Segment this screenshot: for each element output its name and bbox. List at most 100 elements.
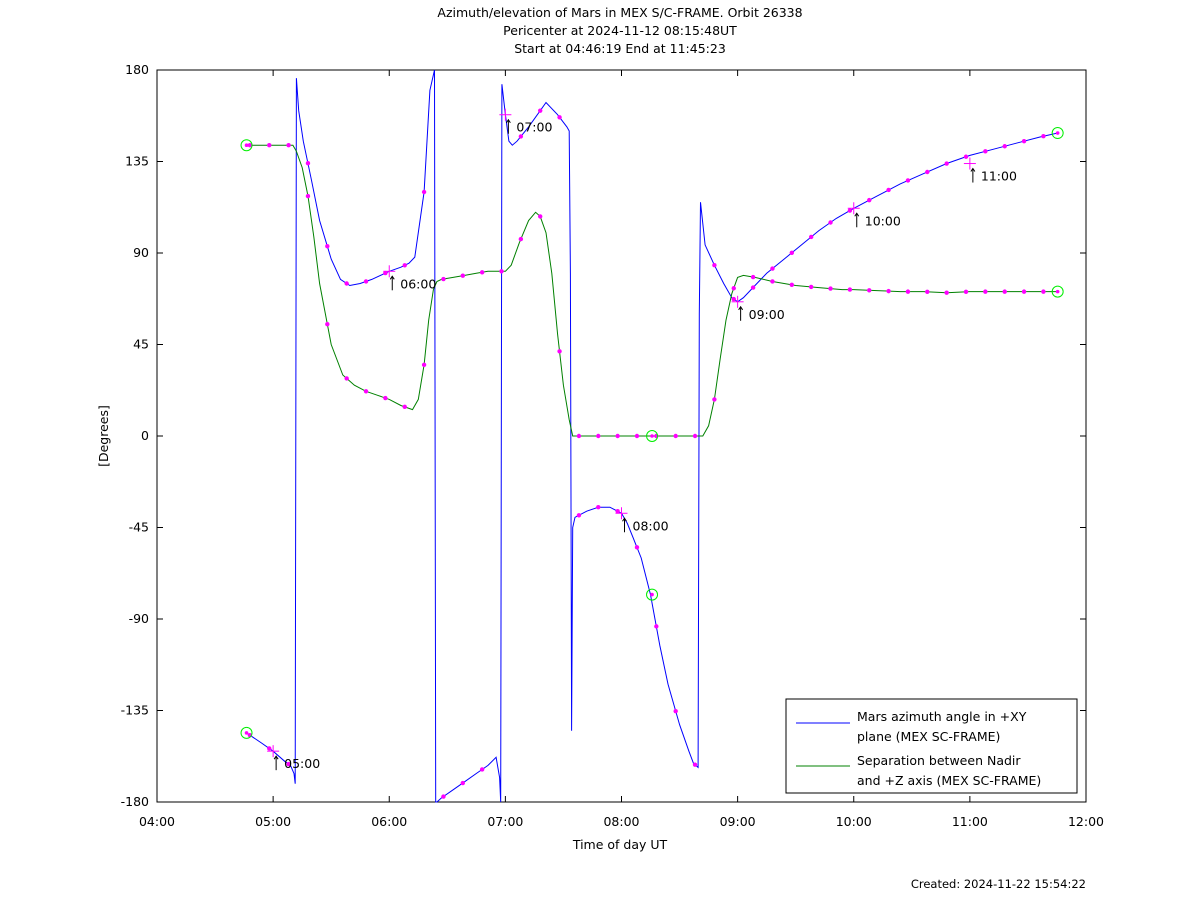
- data-marker-separation: [905, 289, 911, 294]
- y-tick-label: -180: [121, 794, 149, 809]
- chart-title: Azimuth/elevation of Mars in MEX S/C-FRA…: [437, 5, 803, 20]
- data-marker-separation: [615, 433, 620, 439]
- y-tick-label: 0: [141, 428, 149, 443]
- data-marker-azimuth: [615, 509, 620, 514]
- endpoint-dot-azimuth: [650, 592, 654, 597]
- data-marker-separation: [538, 214, 543, 219]
- data-marker-azimuth: [944, 161, 949, 166]
- data-marker-separation: [363, 389, 369, 394]
- data-marker-azimuth: [267, 746, 272, 751]
- y-tick-label: -45: [129, 520, 149, 535]
- x-tick-label: 06:00: [371, 814, 407, 829]
- legend: Mars azimuth angle in +XY plane (MEX SC-…: [785, 698, 1078, 794]
- data-marker-azimuth: [344, 281, 349, 286]
- data-marker-azimuth: [847, 208, 853, 213]
- data-marker-separation: [867, 288, 872, 293]
- endpoint-marker-separation: [1051, 285, 1064, 298]
- legend-label-separation-2: and +Z axis (MEX SC-FRAME): [857, 773, 1041, 788]
- series-line-separation: [246, 144, 1058, 437]
- data-marker-azimuth: [576, 513, 582, 518]
- endpoint-marker-separation: [240, 139, 253, 152]
- data-marker-azimuth: [363, 279, 369, 284]
- x-tick-label: 12:00: [1068, 814, 1104, 829]
- data-marker-separation: [789, 282, 795, 288]
- data-marker-azimuth: [692, 762, 698, 767]
- x-tick-label: 05:00: [255, 814, 291, 829]
- data-marker-azimuth: [596, 504, 601, 510]
- data-marker-separation: [808, 284, 814, 290]
- hour-label: 07:00: [516, 120, 552, 135]
- hour-arrow-head: [970, 167, 976, 172]
- hour-label: 10:00: [865, 213, 901, 228]
- y-tick-label: 135: [125, 154, 149, 169]
- time-labels: 05:00 06:00 07:00 08:00 09:00 10:00 11:00: [267, 108, 1017, 771]
- created-timestamp: Created: 2024-11-22 15:54:22: [910, 877, 1086, 891]
- data-marker-separation: [770, 279, 775, 284]
- y-axis-label: [Degrees]: [96, 405, 111, 467]
- data-marker-azimuth: [402, 263, 407, 268]
- data-marker-azimuth: [925, 169, 930, 175]
- data-marker-separation: [402, 404, 407, 410]
- x-tick-label: 10:00: [836, 814, 872, 829]
- x-tick-label: 11:00: [952, 814, 988, 829]
- x-axis-label: Time of day UT: [572, 837, 668, 852]
- endpoint-dot-separation: [1055, 289, 1060, 294]
- endpoint-marker-azimuth: [1051, 127, 1064, 140]
- endpoint-dot-azimuth: [244, 731, 249, 735]
- data-marker-separation: [944, 290, 949, 295]
- data-marker-separation: [460, 273, 465, 278]
- data-marker-azimuth: [808, 234, 814, 240]
- data-marker-separation: [479, 270, 485, 275]
- x-tick-label: 07:00: [487, 814, 523, 829]
- data-marker-azimuth: [963, 154, 969, 159]
- series-lines: [246, 69, 1058, 803]
- data-marker-separation: [828, 286, 833, 291]
- legend-label-separation-1: Separation between Nadir: [857, 753, 1021, 768]
- data-marker-separation: [731, 286, 736, 291]
- data-marker-separation: [983, 289, 988, 294]
- y-tick-label: -135: [121, 703, 149, 718]
- hour-label: 05:00: [284, 756, 320, 771]
- endpoint-dot-azimuth: [1055, 131, 1060, 135]
- legend-label-azimuth-1: Mars azimuth angle in +XY: [857, 709, 1027, 724]
- data-marker-separation: [925, 289, 930, 295]
- data-marker-azimuth: [1002, 144, 1007, 149]
- hour-arrow-head: [273, 755, 279, 760]
- data-marker-azimuth: [1021, 138, 1027, 144]
- data-marker-separation: [305, 193, 311, 199]
- series-line-azimuth: [246, 69, 1058, 803]
- y-tick-label: 90: [133, 245, 149, 260]
- data-marker-azimuth: [886, 187, 891, 193]
- data-marker-separation: [557, 349, 562, 354]
- data-marker-separation: [1041, 289, 1046, 294]
- hour-arrow-head: [622, 517, 627, 522]
- data-marker-separation: [712, 397, 717, 402]
- start-end-line: Start at 04:46:19 End at 11:45:23: [514, 41, 726, 56]
- hour-label: 11:00: [981, 169, 1017, 184]
- data-marker-azimuth: [1041, 134, 1046, 139]
- y-tick-label: 180: [125, 62, 149, 77]
- data-marker-separation: [1002, 289, 1007, 294]
- data-marker-azimuth: [750, 285, 756, 290]
- endpoint-dot-separation: [244, 143, 249, 148]
- hour-label: 08:00: [633, 518, 669, 533]
- data-marker-azimuth: [557, 115, 562, 120]
- data-marker-separation: [286, 143, 291, 148]
- data-marker-azimuth: [634, 545, 640, 550]
- axis-ticks: 04:00 05:00 06:00 07:00 08:00 09:00 10:00 11:00…: [121, 62, 1104, 829]
- data-marker-azimuth: [731, 296, 736, 302]
- data-marker-separation: [518, 236, 524, 242]
- data-marker-separation: [421, 362, 427, 368]
- data-marker-azimuth: [460, 780, 465, 786]
- x-tick-label: 08:00: [603, 814, 639, 829]
- legend-label-azimuth-2: plane (MEX SC-FRAME): [857, 729, 1000, 744]
- data-marker-separation: [499, 269, 504, 274]
- x-tick-label: 09:00: [720, 814, 756, 829]
- hour-label: 09:00: [749, 307, 785, 322]
- hour-label: 06:00: [400, 276, 436, 291]
- data-marker-azimuth: [905, 178, 911, 183]
- data-marker-separation: [247, 143, 253, 148]
- data-marker-separation: [886, 288, 891, 294]
- y-tick-label: -90: [129, 611, 149, 626]
